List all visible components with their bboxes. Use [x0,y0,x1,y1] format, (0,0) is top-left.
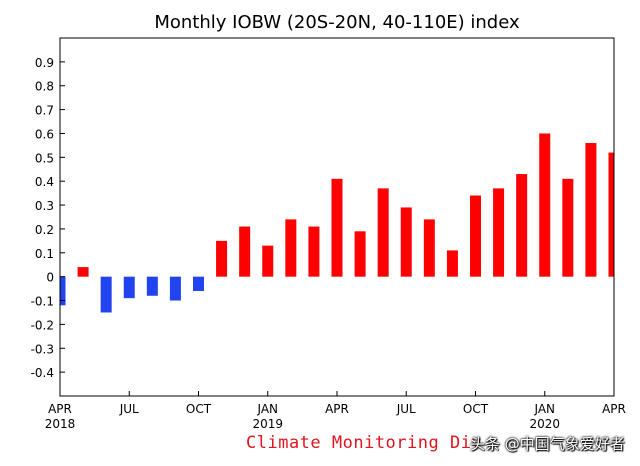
bar-2018-10 [193,276,204,291]
bar-2018-12 [239,226,251,277]
y-tick-label: 0 [46,271,54,285]
x-tick-label-year: 2018 [45,417,76,431]
x-tick-label-month: OCT [186,402,212,416]
bar-2019-04 [331,178,343,277]
bar-2019-11 [493,188,505,277]
x-tick-label-month: JAN [256,402,278,416]
bar-2019-03 [308,226,320,277]
bar-2019-10 [470,195,481,277]
x-tick-label-month: JUL [396,402,416,416]
y-tick-label: -0.3 [31,342,54,356]
y-tick-label: 0.2 [35,223,54,237]
x-tick-label-month: JUL [119,402,139,416]
y-tick-label: 0.4 [35,175,54,189]
x-tick-label-month: JAN [533,402,555,416]
y-tick-label: -0.1 [31,295,54,309]
bar-2019-09 [446,250,458,277]
bar-2018-08 [146,276,158,296]
bar-2020-03 [585,143,597,277]
bar-2019-02 [285,219,297,277]
bar-2019-07 [400,207,412,277]
bar-2019-12 [516,174,528,277]
bar-2018-06 [100,276,112,313]
bar-2020-02 [562,178,574,277]
y-tick-label: 0.8 [35,80,54,94]
y-tick-label: 0.7 [35,104,54,118]
y-tick-label: 0.9 [35,56,54,70]
y-tick-label: 0.3 [35,199,54,213]
x-tick-label-year: 2020 [529,417,560,431]
bar-2020-01 [539,133,551,277]
credit-text: Climate Monitoring Div [246,433,483,453]
x-tick-label-month: APR [325,402,349,416]
x-tick-label-year: 2019 [252,417,283,431]
x-tick-label-month: OCT [463,402,489,416]
bar-2018-05 [77,267,89,277]
y-tick-label: 0.5 [35,151,54,165]
bar-2019-05 [354,231,366,277]
bar-2018-04 [60,276,66,306]
chart-title: Monthly IOBW (20S-20N, 40-110E) index [154,12,520,33]
y-tick-label: 0.1 [35,247,54,261]
bar-2019-01 [262,245,274,277]
watermark: 头条 @中国气象爱好者 [470,435,625,453]
bar-2018-11 [216,240,228,277]
bar-2018-07 [123,276,135,299]
bar-2019-06 [377,188,389,277]
y-tick-label: 0.6 [35,127,54,141]
bar-2019-08 [423,219,435,277]
x-tick-label-month: APR [48,402,72,416]
bar-2018-09 [169,276,181,301]
x-tick-label-month: APR [602,402,626,416]
bar-2020-04 [608,152,614,277]
y-tick-label: -0.4 [31,366,54,380]
y-tick-label: -0.2 [31,318,54,332]
